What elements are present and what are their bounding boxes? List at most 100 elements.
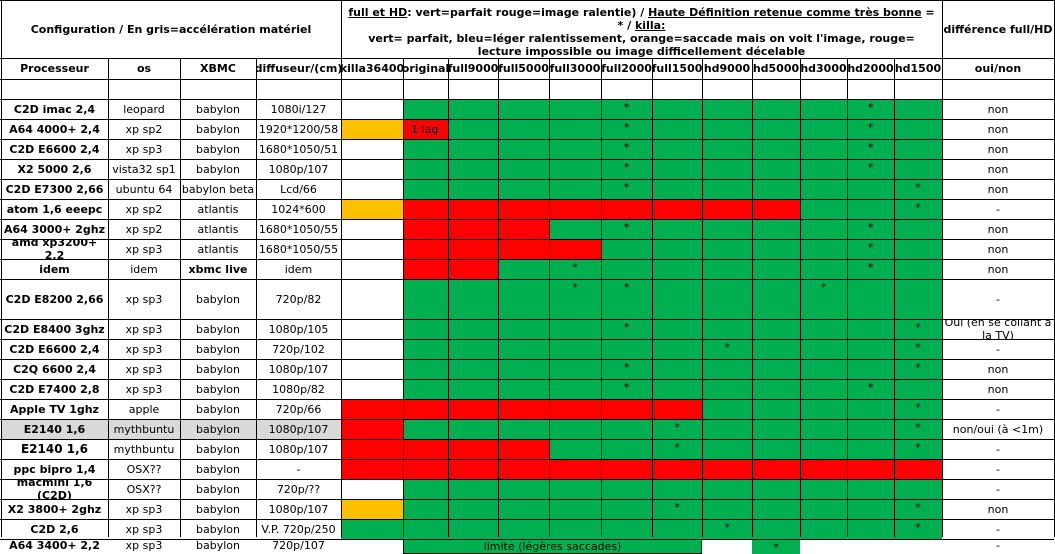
result-cell [448, 259, 498, 279]
result-cell [702, 459, 752, 479]
legend-line2: vert= parfait, bleu=léger ralentissement… [368, 32, 915, 58]
result-cell [702, 319, 752, 339]
result-cell [448, 419, 498, 439]
diff-cell: non [987, 142, 1009, 156]
xbmc-cell: atlantis [197, 222, 239, 236]
cpu-cell: C2D imac 2,4 [13, 102, 96, 116]
result-cell: * [601, 99, 652, 119]
result-cell [752, 399, 800, 419]
result-cell [800, 419, 847, 439]
result-cell [549, 419, 601, 439]
result-cell [800, 339, 847, 359]
screen-cell: 1680*1050/51 [258, 142, 339, 156]
xbmc-cell: babylon [196, 292, 240, 306]
result-cell [549, 159, 601, 179]
result-cell [800, 459, 847, 479]
killa-cell [341, 139, 403, 159]
result-cell [601, 479, 652, 499]
result-cell [498, 259, 549, 279]
result-cell [847, 399, 894, 419]
result-cell [752, 119, 800, 139]
grid-col-line [752, 58, 753, 537]
os-cell: xp sp2 [125, 122, 163, 136]
grid-row-line [0, 359, 1054, 360]
result-cell [752, 219, 800, 239]
result-cell [403, 279, 448, 319]
xbmc-cell: babylon [196, 502, 240, 516]
result-cell: * [702, 339, 752, 359]
diff-cell: non [987, 362, 1009, 376]
result-cell [448, 439, 498, 459]
diff-cell: - [996, 202, 1000, 216]
result-cell: * [894, 339, 942, 359]
result-cell [847, 479, 894, 499]
grid-row-line [0, 479, 1054, 480]
column-header-full3000: full3000 [549, 62, 601, 75]
xbmc-cell: babylon [196, 102, 240, 116]
result-cell: * [652, 419, 702, 439]
os-cell: xp sp2 [125, 222, 163, 236]
screen-cell: 1080p/107 [268, 502, 329, 516]
result-cell [847, 519, 894, 539]
os-cell: idem [130, 262, 158, 276]
result-cell [847, 359, 894, 379]
result-cell [498, 219, 549, 239]
result-cell: * [601, 139, 652, 159]
os-cell: mythbuntu [113, 442, 175, 456]
result-cell [652, 319, 702, 339]
result-cell: * [800, 279, 847, 319]
xbmc-cell: babylon [196, 402, 240, 416]
result-cell [894, 479, 942, 499]
diff-cell: non [987, 102, 1009, 116]
result-cell [448, 339, 498, 359]
diff-cell: - [996, 342, 1000, 356]
diff-cell: non [987, 222, 1009, 236]
xbmc-cell: babylon [196, 442, 240, 456]
result-cell [549, 179, 601, 199]
killa-cell [341, 379, 403, 399]
result-cell [498, 419, 549, 439]
result-cell [448, 119, 498, 139]
result-cell [800, 99, 847, 119]
result-cell [800, 319, 847, 339]
os-cell: OSX?? [126, 482, 162, 496]
result-cell [800, 519, 847, 539]
grid-row-line [0, 539, 1054, 540]
result-cell [800, 379, 847, 399]
result-cell: * [601, 319, 652, 339]
killa-cell [341, 519, 403, 539]
screen-cell: 1680*1050/55 [258, 222, 339, 236]
result-cell [448, 399, 498, 419]
result-cell [894, 219, 942, 239]
result-cell [752, 479, 800, 499]
os-cell: xp sp3 [125, 292, 163, 306]
screen-cell: - [296, 462, 301, 476]
header-configuration: Configuration / En gris=accélération mat… [30, 22, 312, 36]
result-cell: * [549, 279, 601, 319]
result-cell [601, 199, 652, 219]
result-cell [403, 419, 448, 439]
result-cell [652, 239, 702, 259]
result-cell [498, 179, 549, 199]
result-cell [702, 439, 752, 459]
screen-cell: 720p/107 [272, 539, 325, 552]
result-cell [702, 379, 752, 399]
header-difference: différence full/HD [943, 22, 1053, 36]
result-cell [702, 179, 752, 199]
cpu-cell: C2D E8400 3ghz [4, 322, 105, 336]
grid-row-line [0, 279, 1054, 280]
result-cell: * [847, 119, 894, 139]
result-cell [403, 519, 448, 539]
screen-cell: V.P. 720p/250 [261, 522, 336, 536]
grid-row-line [0, 199, 1054, 200]
result-cell [403, 319, 448, 339]
result-cell [752, 519, 800, 539]
result-cell [847, 499, 894, 519]
cpu-cell: C2D E8200 2,66 [5, 292, 104, 306]
grid-row-line [0, 259, 1054, 260]
diff-cell: - [996, 402, 1000, 416]
diff-cell: - [996, 539, 1000, 552]
result-cell: * [652, 439, 702, 459]
os-cell: xp sp3 [125, 142, 163, 156]
result-cell [403, 339, 448, 359]
